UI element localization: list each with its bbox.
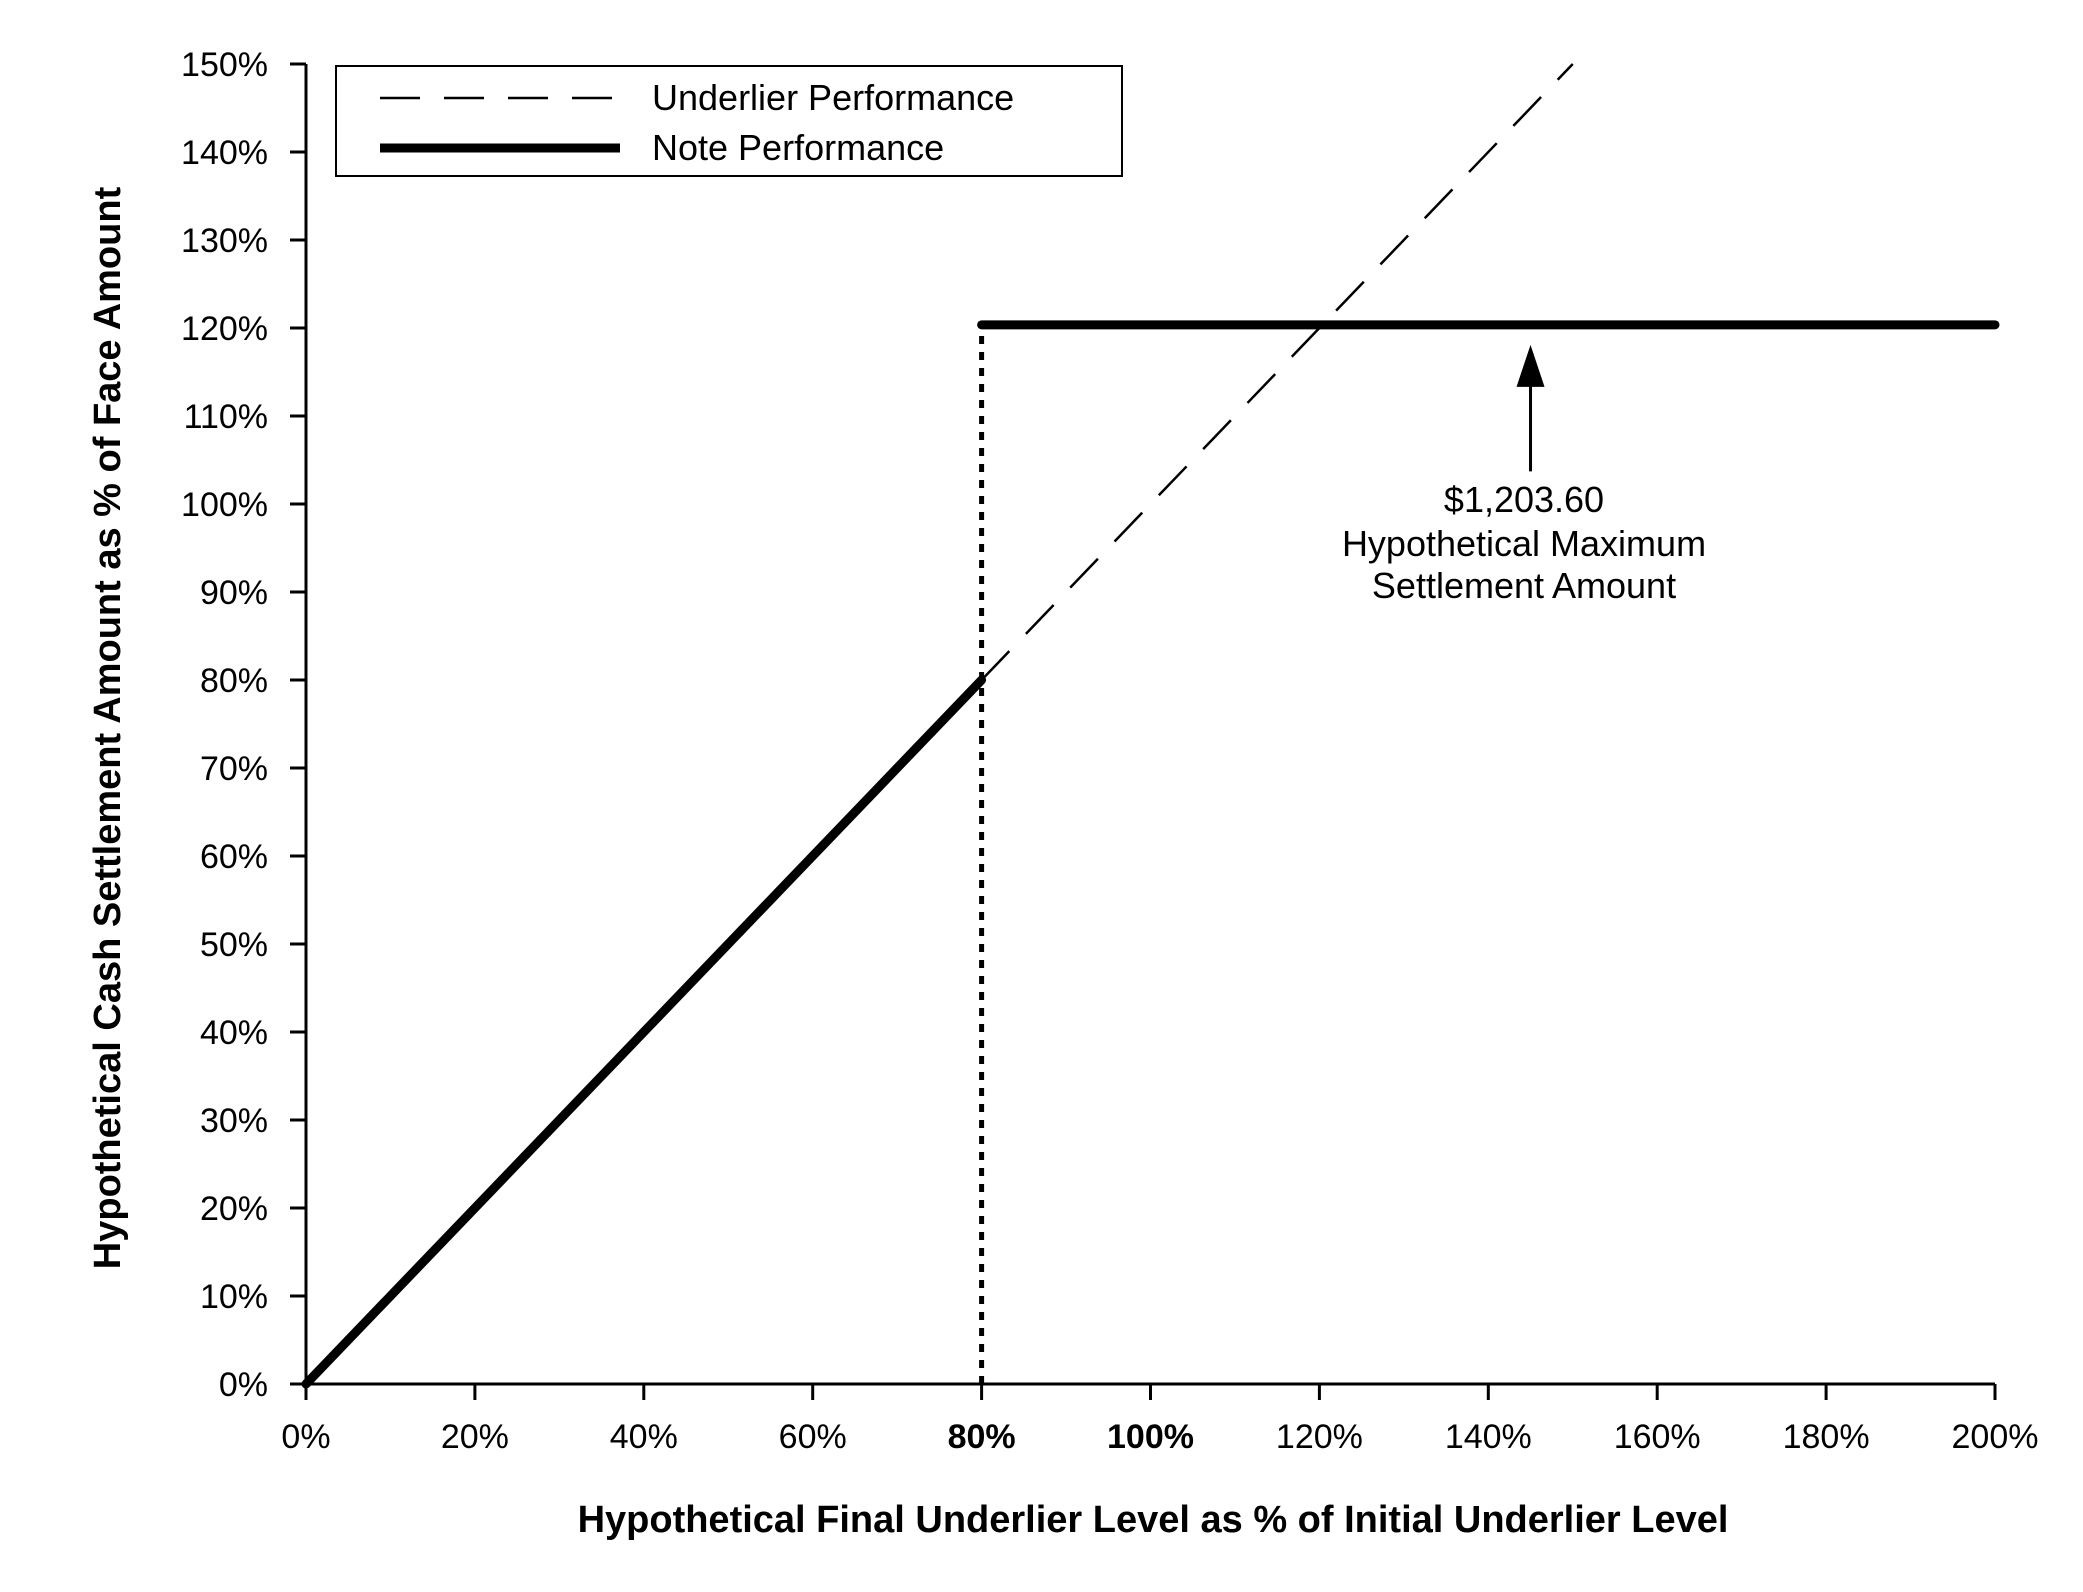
- y-tick-label: 90%: [200, 574, 268, 612]
- x-tick-label: 180%: [1783, 1418, 1870, 1456]
- x-tick-label: 160%: [1614, 1418, 1701, 1456]
- y-tick-label: 30%: [200, 1102, 268, 1140]
- y-tick-label: 0%: [219, 1366, 268, 1404]
- x-axis-title: Hypothetical Final Underlier Level as % …: [578, 1499, 1729, 1541]
- y-tick-label: 70%: [200, 750, 268, 788]
- annotation-line-3: Settlement Amount: [1372, 565, 1676, 606]
- x-tick-label: 140%: [1445, 1418, 1532, 1456]
- y-tick-label: 110%: [184, 398, 268, 436]
- annotation-line-1: $1,203.60: [1444, 479, 1604, 520]
- axes: 0% 10% 20% 30% 40% 50% 60% 70% 80% 90% 100% 110% 120…: [181, 46, 2038, 1456]
- y-tick-label: 40%: [200, 1014, 268, 1052]
- y-tick-label: 120%: [181, 310, 268, 348]
- x-tick-label: 100%: [1107, 1418, 1194, 1456]
- y-tick-label: 20%: [200, 1190, 268, 1228]
- y-tick-label: 80%: [200, 662, 268, 700]
- y-tick-label: 10%: [200, 1278, 268, 1316]
- y-tick-label: 50%: [200, 926, 268, 964]
- legend-label-underlier: Underlier Performance: [652, 77, 1014, 118]
- x-tick-label: 0%: [281, 1418, 330, 1456]
- x-tick-label: 200%: [1952, 1418, 2039, 1456]
- series: [301, 63, 2000, 1389]
- annotation-arrow-head: [1516, 344, 1545, 387]
- x-tick-label: 40%: [610, 1418, 678, 1456]
- y-tick-label: 150%: [181, 46, 268, 84]
- y-tick-label: 60%: [200, 838, 268, 876]
- legend: Underlier Performance Note Performance: [335, 65, 1123, 177]
- axis-titles: Hypothetical Final Underlier Level as % …: [87, 186, 1728, 1541]
- x-tick-label: 120%: [1276, 1418, 1363, 1456]
- y-tick-label: 140%: [181, 134, 268, 172]
- annotation-line-2: Hypothetical Maximum: [1342, 523, 1706, 564]
- y-tick-label: 100%: [181, 486, 268, 524]
- y-tick-label: 130%: [181, 222, 268, 260]
- legend-box: [335, 65, 1123, 177]
- y-axis-title: Hypothetical Cash Settlement Amount as %…: [87, 186, 129, 1269]
- series-note-segment-1: [301, 675, 987, 1389]
- x-tick-label: 80%: [948, 1418, 1016, 1456]
- legend-label-note: Note Performance: [652, 127, 944, 168]
- x-tick-label: 20%: [441, 1418, 509, 1456]
- x-tick-label: 60%: [779, 1418, 847, 1456]
- series-underlier-line: [980, 63, 1574, 681]
